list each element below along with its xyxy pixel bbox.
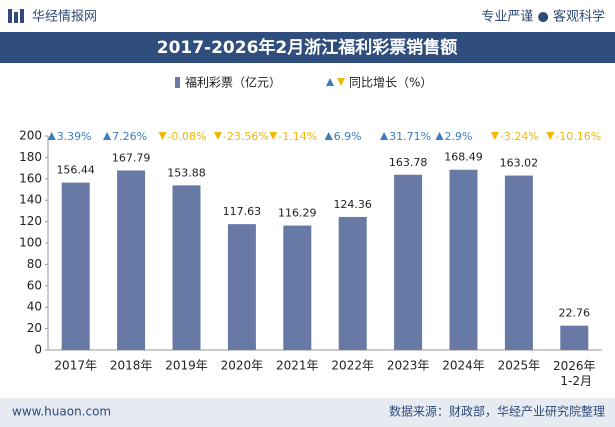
growth-marker xyxy=(103,132,112,140)
footer-bar xyxy=(0,398,615,427)
y-tick-label: 180 xyxy=(19,150,42,164)
slogan: 专业严谨 ● 客观科学 xyxy=(481,9,605,25)
title-bar xyxy=(0,32,615,63)
bar xyxy=(283,225,312,350)
value-label: 168.49 xyxy=(444,151,483,164)
growth-marker xyxy=(435,132,444,140)
growth-marker xyxy=(213,132,222,140)
growth-label: -1.14% xyxy=(278,130,317,143)
growth-label: 31.71% xyxy=(389,130,431,143)
growth-marker xyxy=(490,132,499,140)
growth-label: -23.56% xyxy=(223,130,269,143)
growth-marker xyxy=(380,132,389,140)
bar xyxy=(560,325,589,350)
growth-label: -3.24% xyxy=(500,130,539,143)
growth-label: 3.39% xyxy=(57,130,92,143)
y-tick-label: 140 xyxy=(19,193,42,207)
x-tick-label: 2017年 xyxy=(54,359,97,373)
value-label: 117.63 xyxy=(223,205,262,218)
x-tick-label: 2018年 xyxy=(110,359,153,373)
bar xyxy=(61,182,90,350)
bar xyxy=(338,216,367,350)
y-tick-label: 0 xyxy=(34,343,42,357)
x-tick-label: 2023年 xyxy=(387,359,430,373)
x-tick-label: 2022年 xyxy=(331,359,374,373)
growth-label: 2.9% xyxy=(445,130,473,143)
x-tick-label: 2021年 xyxy=(276,359,319,373)
growth-label: 7.26% xyxy=(112,130,147,143)
bar xyxy=(227,224,256,350)
value-label: 22.76 xyxy=(559,307,591,320)
legend-swatch xyxy=(175,77,180,88)
bar xyxy=(172,185,201,350)
legend-marker xyxy=(326,78,334,86)
legend-label: 福利彩票（亿元） xyxy=(185,75,281,90)
y-tick-label: 200 xyxy=(19,129,42,143)
legend-marker xyxy=(337,78,345,86)
y-tick-label: 20 xyxy=(27,321,42,335)
growth-marker xyxy=(47,132,56,140)
logo-bar xyxy=(14,12,18,23)
value-label: 163.78 xyxy=(389,156,428,169)
bar xyxy=(504,175,533,350)
growth-marker xyxy=(546,132,555,140)
y-tick-label: 80 xyxy=(27,257,42,271)
y-tick-label: 160 xyxy=(19,171,42,185)
value-label: 116.29 xyxy=(278,207,317,220)
y-tick-label: 100 xyxy=(19,236,42,250)
x-tick-label: 2019年 xyxy=(165,359,208,373)
value-label: 163.02 xyxy=(500,157,539,170)
value-label: 153.88 xyxy=(167,166,206,179)
chart-title: 2017-2026年2月浙江福利彩票销售额 xyxy=(157,37,458,58)
growth-label: 6.9% xyxy=(334,130,362,143)
value-label: 167.79 xyxy=(112,151,151,164)
bar xyxy=(117,170,146,350)
x-tick-label: 2026年 1-2月 xyxy=(553,359,596,388)
legend-label: 同比增长（%） xyxy=(349,76,432,90)
y-tick-label: 40 xyxy=(27,300,42,314)
growth-marker xyxy=(158,132,167,140)
footer-source: 数据来源：财政部，华经产业研究院整理 xyxy=(389,404,605,419)
x-tick-label: 2020年 xyxy=(221,359,264,373)
growth-label: -10.16% xyxy=(555,130,601,143)
x-tick-label: 2025年 xyxy=(498,359,541,373)
logo-bar xyxy=(20,9,24,23)
bar xyxy=(449,169,478,350)
value-label: 156.44 xyxy=(56,164,95,177)
value-label: 124.36 xyxy=(333,198,372,211)
logo-bar xyxy=(8,9,12,23)
growth-marker xyxy=(269,132,278,140)
bar xyxy=(394,174,423,350)
y-tick-label: 120 xyxy=(19,214,42,228)
growth-label: -0.08% xyxy=(168,130,207,143)
footer-site: www.huaon.com xyxy=(12,405,111,419)
brand: 华经情报网 xyxy=(32,10,97,25)
y-tick-label: 60 xyxy=(27,278,42,292)
growth-marker xyxy=(324,132,333,140)
x-tick-label: 2024年 xyxy=(442,359,485,373)
